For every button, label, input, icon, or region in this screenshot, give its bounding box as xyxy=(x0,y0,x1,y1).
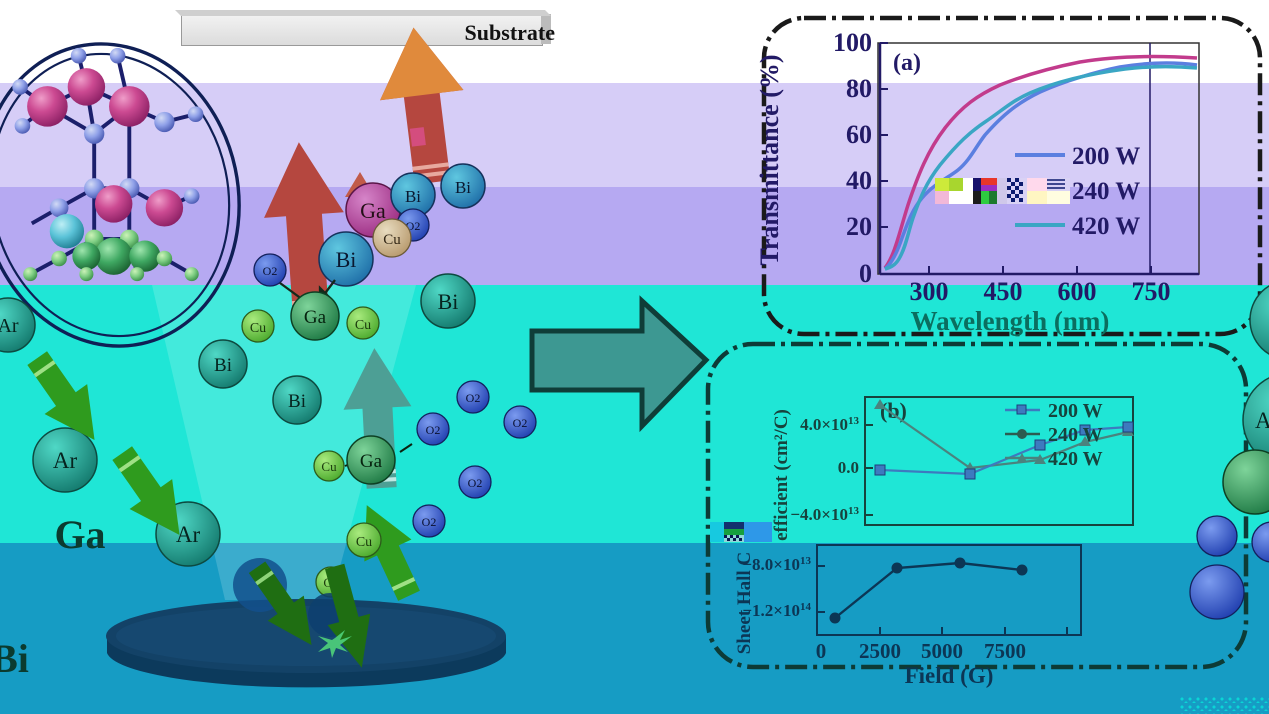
svg-text:Bi: Bi xyxy=(336,247,357,272)
svg-text:Bi: Bi xyxy=(455,178,471,197)
svg-text:O2: O2 xyxy=(466,391,481,405)
svg-text:O2: O2 xyxy=(468,476,483,490)
svg-text:O2: O2 xyxy=(513,416,528,430)
svg-text:Cu: Cu xyxy=(321,459,337,474)
svg-text:Ar: Ar xyxy=(0,315,19,337)
svg-text:Ar: Ar xyxy=(53,448,78,473)
svg-text:Cu: Cu xyxy=(250,321,266,336)
svg-text:Ar: Ar xyxy=(176,522,201,547)
svg-text:Bi: Bi xyxy=(438,289,459,314)
svg-text:Ar: Ar xyxy=(1255,408,1269,433)
svg-text:Ga: Ga xyxy=(360,198,386,223)
svg-text:Ga: Ga xyxy=(54,512,105,557)
svg-text:Bi: Bi xyxy=(405,187,421,206)
svg-text:Bi: Bi xyxy=(214,355,232,376)
svg-text:O2: O2 xyxy=(263,264,278,278)
svg-text:Bi: Bi xyxy=(0,636,29,681)
svg-text:O2: O2 xyxy=(422,515,437,529)
svg-text:Cu: Cu xyxy=(356,535,372,550)
svg-text:O2: O2 xyxy=(426,423,441,437)
svg-text:Cu: Cu xyxy=(355,318,371,333)
svg-text:Ga: Ga xyxy=(304,307,327,328)
svg-text:Cu: Cu xyxy=(383,232,401,248)
svg-text:Ga: Ga xyxy=(360,451,383,472)
svg-text:Bi: Bi xyxy=(288,391,306,412)
